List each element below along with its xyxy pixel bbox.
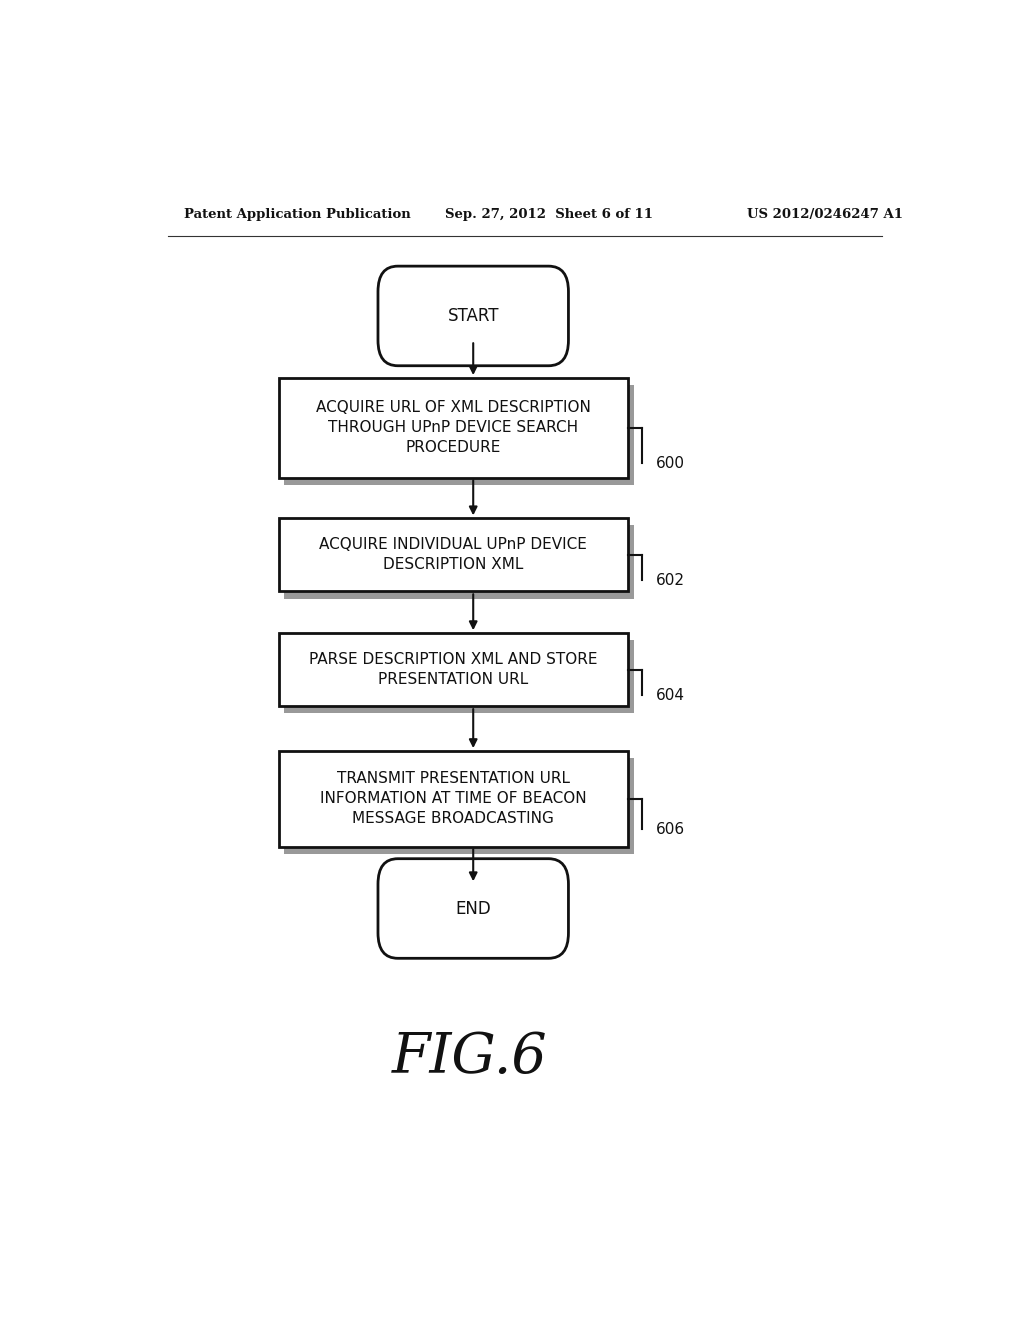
Bar [285,758,634,854]
Bar [285,640,634,713]
FancyBboxPatch shape [378,267,568,366]
Bar [279,519,628,591]
Bar [279,378,628,478]
Text: Patent Application Publication: Patent Application Publication [183,207,411,220]
Text: US 2012/0246247 A1: US 2012/0246247 A1 [748,207,903,220]
Text: ACQUIRE URL OF XML DESCRIPTION
THROUGH UPnP DEVICE SEARCH
PROCEDURE: ACQUIRE URL OF XML DESCRIPTION THROUGH U… [316,400,591,455]
Text: END: END [456,899,492,917]
Bar [285,525,634,598]
Text: 606: 606 [655,822,685,837]
Text: TRANSMIT PRESENTATION URL
INFORMATION AT TIME OF BEACON
MESSAGE BROADCASTING: TRANSMIT PRESENTATION URL INFORMATION AT… [321,771,587,826]
Text: 600: 600 [655,455,685,471]
Text: ACQUIRE INDIVIDUAL UPnP DEVICE
DESCRIPTION XML: ACQUIRE INDIVIDUAL UPnP DEVICE DESCRIPTI… [319,537,588,572]
Bar [285,385,634,484]
Text: START: START [447,308,499,325]
Text: 602: 602 [655,573,685,587]
Bar [279,751,628,846]
Bar [279,634,628,706]
FancyBboxPatch shape [378,859,568,958]
Text: 604: 604 [655,688,685,702]
Text: Sep. 27, 2012  Sheet 6 of 11: Sep. 27, 2012 Sheet 6 of 11 [445,207,653,220]
Text: FIG.6: FIG.6 [391,1031,547,1085]
Text: PARSE DESCRIPTION XML AND STORE
PRESENTATION URL: PARSE DESCRIPTION XML AND STORE PRESENTA… [309,652,598,686]
